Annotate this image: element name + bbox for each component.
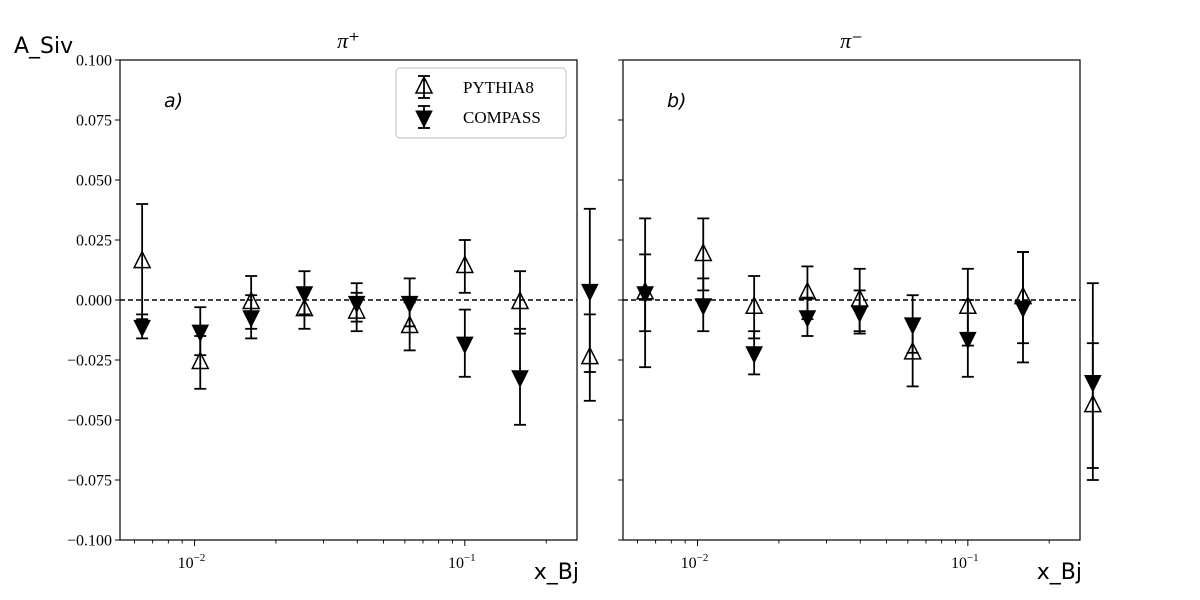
y-tick-label: −0.025 — [67, 353, 112, 370]
panel-label: b) — [667, 90, 686, 112]
x-axis-label: x_Bj — [1037, 560, 1082, 585]
data-point-pythia8 — [400, 314, 419, 334]
legend: PYTHIA8 COMPASS — [395, 67, 567, 139]
data-point-compass — [133, 319, 151, 338]
data-point-compass — [636, 286, 654, 304]
y-tick-label: 0.025 — [76, 233, 112, 250]
data-point-compass — [694, 298, 713, 316]
panel-pi-minus: 10−2 10−1π⁻b)x_Bj — [618, 28, 1103, 585]
y-tick-label: 0.000 — [76, 293, 112, 310]
x-tick-exponent: −2 — [194, 552, 206, 564]
x-tick-exponent: −1 — [967, 552, 979, 564]
data-point-compass — [1084, 375, 1102, 393]
legend-marker-pythia8 — [414, 75, 434, 94]
y-tick-label: −0.050 — [67, 413, 112, 430]
x-tick-label: 10−2 — [681, 552, 709, 572]
y-axis-label: A_Siv — [14, 34, 73, 59]
axes-frame — [119, 59, 578, 541]
data-point-compass — [850, 305, 869, 324]
data-point-compass — [798, 310, 817, 328]
legend-marker-compass — [415, 110, 433, 129]
axes-frame — [622, 59, 1081, 541]
data-point-compass — [295, 286, 314, 304]
data-point-pythia8 — [295, 298, 314, 317]
errorbar — [458, 239, 471, 294]
y-tick-label: 0.100 — [76, 53, 112, 70]
x-tick-exponent: −1 — [464, 552, 476, 564]
data-point-compass — [511, 370, 529, 388]
data-point-pythia8 — [798, 281, 817, 300]
legend-label: PYTHIA8 — [463, 78, 534, 97]
data-point-pythia8 — [510, 290, 530, 310]
data-point-pythia8 — [903, 341, 922, 360]
data-point-compass — [191, 324, 210, 343]
y-tick-label: −0.075 — [67, 473, 112, 490]
data-point-compass — [347, 295, 366, 314]
x-tick-label: 10−1 — [448, 552, 476, 572]
panel-title: π⁻ — [840, 28, 863, 53]
x-tick-base: 10 — [448, 555, 464, 572]
data-point-compass — [1014, 300, 1032, 319]
x-tick-label: 10−2 — [178, 552, 206, 572]
y-tick-label: 0.075 — [76, 113, 112, 130]
data-point-compass — [745, 346, 763, 364]
data-point-compass — [581, 283, 599, 302]
data-point-compass — [456, 336, 474, 355]
data-point-pythia8 — [132, 250, 152, 269]
data-point-compass — [242, 310, 260, 328]
data-point-compass — [959, 331, 977, 350]
data-point-pythia8 — [694, 242, 713, 262]
data-point-pythia8 — [455, 254, 475, 274]
x-tick-base: 10 — [178, 555, 194, 572]
panel-label: a) — [164, 90, 183, 112]
data-point-pythia8 — [744, 295, 764, 315]
panel-title: π⁺ — [337, 28, 360, 53]
legend-box — [395, 67, 567, 139]
x-tick-base: 10 — [951, 555, 967, 572]
x-tick-exponent: −2 — [697, 552, 709, 564]
y-tick-label: 0.050 — [76, 173, 112, 190]
panel-pi-plus: −0.100 −0.075 −0.050 −0.025 0.000 0.025 0.050 0… — [14, 28, 600, 585]
legend-label: COMPASS — [463, 108, 541, 127]
y-tick-label: −0.100 — [67, 533, 112, 550]
data-point-compass — [903, 317, 922, 336]
x-axis-label: x_Bj — [534, 560, 579, 585]
data-point-pythia8 — [191, 350, 210, 370]
data-point-compass — [400, 295, 419, 314]
x-tick-base: 10 — [681, 555, 697, 572]
x-tick-label: 10−1 — [951, 552, 979, 572]
